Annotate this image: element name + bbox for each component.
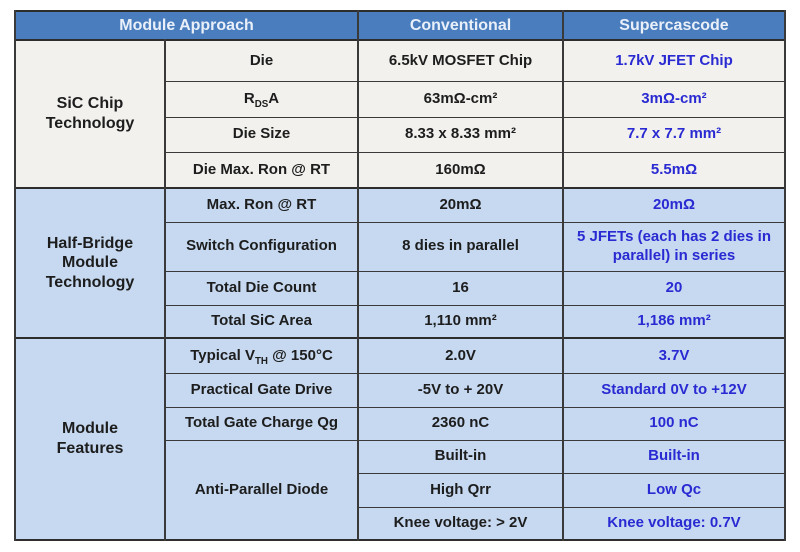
row-label-typical-vth: Typical VTH @ 150°C: [164, 337, 359, 374]
row-label-die-size: Die Size: [164, 116, 359, 153]
table-row: Total Die Count 16 20: [15, 270, 786, 306]
row-label-max-ron: Max. Ron @ RT: [164, 187, 359, 223]
row-label-total-gate-charge: Total Gate Charge Qg: [164, 406, 359, 441]
table-row: SiC Chip Technology Die 6.5kV MOSFET Chi…: [14, 39, 786, 189]
group-module-features: Module Features: [14, 337, 166, 541]
cell-typical-vth-conventional: 2.0V: [357, 337, 564, 374]
table-row: Anti-Parallel Diode Built-in Built-in: [15, 439, 786, 541]
cell-max-ron-conventional: 20mΩ: [357, 187, 564, 223]
vth-post: @ 150°C: [267, 346, 333, 364]
header-row: Module Approach Conventional Supercascod…: [14, 10, 786, 41]
cell-die-size-supercascode: 7.7 x 7.7 mm²: [562, 116, 786, 153]
group-sic-chip-technology: SiC Chip Technology: [14, 39, 166, 189]
row-label-rdsa: RDSA: [164, 80, 359, 118]
row-label-anti-parallel-diode: Anti-Parallel Diode: [164, 439, 359, 541]
cell-max-ron-supercascode: 20mΩ: [562, 187, 786, 223]
cell-die-size-conventional: 8.33 x 8.33 mm²: [357, 116, 564, 153]
table-row: Half-Bridge Module Technology Max. Ron @…: [14, 187, 786, 339]
row-label-die-max-ron: Die Max. Ron @ RT: [164, 151, 359, 189]
header-conventional: Conventional: [357, 10, 564, 41]
row-label-practical-gate-drive: Practical Gate Drive: [164, 372, 359, 408]
table-row: Die Max. Ron @ RT 160mΩ 5.5mΩ: [15, 151, 786, 189]
cell-die-max-ron-supercascode: 5.5mΩ: [562, 151, 786, 189]
header-supercascode: Supercascode: [562, 10, 786, 41]
cell-diode-knee-voltage-supercascode: Knee voltage: 0.7V: [562, 506, 786, 541]
table-row: Total Gate Charge Qg 2360 nC 100 nC: [15, 406, 786, 441]
header-module-approach: Module Approach: [14, 10, 359, 41]
row-label-total-sic-area: Total SiC Area: [164, 304, 359, 339]
cell-typical-vth-supercascode: 3.7V: [562, 337, 786, 374]
group-half-bridge-module-technology: Half-Bridge Module Technology: [14, 187, 166, 339]
cell-diode-qrr-conventional: High Qrr: [357, 472, 564, 508]
table-row: Switch Configuration 8 dies in parallel …: [15, 221, 786, 272]
row-label-total-die-count: Total Die Count: [164, 270, 359, 306]
cell-practical-gate-drive-conventional: -5V to + 20V: [357, 372, 564, 408]
cell-diode-built-in-conventional: Built-in: [357, 439, 564, 474]
table-row: RDSA 63mΩ-cm² 3mΩ-cm²: [15, 80, 786, 118]
cell-practical-gate-drive-supercascode: Standard 0V to +12V: [562, 372, 786, 408]
cell-die-supercascode: 1.7kV JFET Chip: [562, 39, 786, 82]
cell-rdsa-supercascode: 3mΩ-cm²: [562, 80, 786, 118]
cell-total-gate-charge-conventional: 2360 nC: [357, 406, 564, 441]
row-label-die: Die: [164, 39, 359, 82]
rdsa-subscript: DS: [254, 98, 269, 110]
table-row: Die Size 8.33 x 8.33 mm² 7.7 x 7.7 mm²: [15, 116, 786, 153]
rdsa-pre: R: [243, 89, 255, 107]
cell-total-sic-area-conventional: 1,110 mm²: [357, 304, 564, 339]
comparison-table: Module Approach Conventional Supercascod…: [14, 10, 786, 541]
row-label-switch-configuration: Switch Configuration: [164, 221, 359, 272]
cell-switch-configuration-conventional: 8 dies in parallel: [357, 221, 564, 272]
cell-diode-qrr-supercascode: Low Qc: [562, 472, 786, 508]
cell-die-conventional: 6.5kV MOSFET Chip: [357, 39, 564, 82]
cell-total-sic-area-supercascode: 1,186 mm²: [562, 304, 786, 339]
cell-total-gate-charge-supercascode: 100 nC: [562, 406, 786, 441]
cell-total-die-count-conventional: 16: [357, 270, 564, 306]
cell-switch-configuration-supercascode: 5 JFETs (each has 2 dies in parallel) in…: [562, 221, 786, 272]
vth-pre: Typical V: [190, 346, 255, 364]
vth-subscript: TH: [254, 355, 268, 367]
table-row: Module Features Typical VTH @ 150°C 2.0V…: [14, 337, 786, 541]
cell-total-die-count-supercascode: 20: [562, 270, 786, 306]
table-row: Practical Gate Drive -5V to + 20V Standa…: [15, 372, 786, 408]
cell-diode-knee-voltage-conventional: Knee voltage: > 2V: [357, 506, 564, 541]
rdsa-post: A: [268, 89, 280, 107]
table-row: Total SiC Area 1,110 mm² 1,186 mm²: [15, 304, 786, 339]
table-row: Knee voltage: > 2V Knee voltage: 0.7V: [15, 506, 786, 541]
cell-diode-built-in-supercascode: Built-in: [562, 439, 786, 474]
cell-die-max-ron-conventional: 160mΩ: [357, 151, 564, 189]
cell-rdsa-conventional: 63mΩ-cm²: [357, 80, 564, 118]
